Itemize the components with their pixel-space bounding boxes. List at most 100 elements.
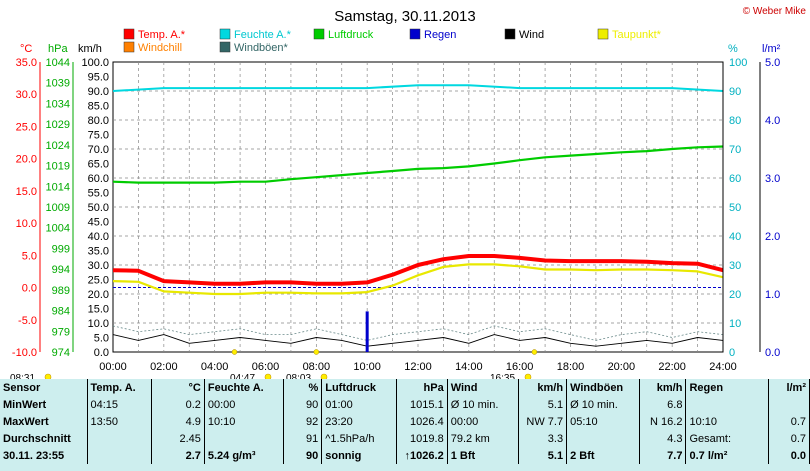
stats-cell: km/h	[518, 379, 568, 396]
stats-cell: Ø 10 min.	[566, 396, 640, 413]
x-tick-label: 08:00	[303, 361, 331, 373]
stats-cell: 01:00	[321, 396, 398, 413]
chart-markers: 08:31 04:47 08:03 16:35	[10, 349, 538, 379]
temp-tick-label: 10.0	[16, 218, 37, 230]
legend-swatch	[409, 28, 421, 40]
stats-cell: N 16.2	[639, 413, 687, 430]
stats-cell: MaxWert	[0, 413, 88, 430]
wind-tick-label: 60.0	[88, 173, 109, 185]
stats-cell: 5.1	[518, 447, 568, 464]
legend-swatch	[313, 28, 325, 40]
stats-cell: 90	[283, 396, 323, 413]
x-tick-label: 12:00	[404, 361, 432, 373]
pressure-tick-label: 1014	[46, 181, 70, 193]
wind-tick-label: 30.0	[88, 260, 109, 272]
chart-axes: 35.0 30.0 25.0 20.0 15.0 10.0 5.0 0.0 -5.0 -10.0 1…	[12, 57, 780, 373]
legend-swatch	[123, 28, 135, 40]
temp-tick-label: 15.0	[16, 186, 37, 198]
humidity-tick-label: 100	[729, 57, 747, 69]
stats-cell	[685, 396, 770, 413]
stats-cell: 0.7	[768, 413, 810, 430]
stats-cell: 13:50	[87, 413, 153, 430]
temp-tick-label: 35.0	[16, 57, 37, 69]
temp-tick-label: -5.0	[18, 315, 37, 327]
stats-cell: Ø 10 min.	[447, 396, 519, 413]
wind-tick-label: 55.0	[88, 188, 109, 200]
temp-unit-label: °C	[20, 43, 32, 55]
stats-cell: 3.3	[518, 430, 568, 447]
humidity-tick-label: 60	[729, 173, 741, 185]
legend-label: Taupunkt*	[612, 29, 662, 41]
legend-swatch	[597, 28, 609, 40]
rain-bar	[365, 311, 369, 352]
x-tick-label: 18:00	[557, 361, 585, 373]
humidity-tick-label: 0	[729, 347, 735, 359]
humidity-tick-label: 50	[729, 202, 741, 214]
rain-unit-label: l/m²	[762, 43, 781, 55]
marker-label: 08:03	[286, 373, 311, 379]
wind-tick-label: 15.0	[88, 304, 109, 316]
x-tick-label: 10:00	[353, 361, 381, 373]
stats-cell: 1 Bft	[447, 447, 519, 464]
rain-tick-label: 0.0	[765, 347, 780, 359]
stats-cell: 10:10	[685, 413, 770, 430]
pressure-tick-label: 1029	[46, 119, 70, 131]
humidity-tick-label: 30	[729, 260, 741, 272]
pressure-unit-label: hPa	[48, 43, 68, 55]
series-wind	[112, 334, 724, 347]
stats-row: 30.11. 23:55 2.7 5.24 g/m³ 90 sonnig ↑1026.2 1…	[0, 447, 810, 464]
stats-row: Durchschnitt 2.45 91 ^1.5hPa/h 1019.8 79.2 km…	[0, 430, 810, 447]
stats-cell: MinWert	[0, 396, 88, 413]
stats-cell: ^1.5hPa/h	[321, 430, 398, 447]
stats-cell: 5.24 g/m³	[204, 447, 284, 464]
stats-cell: 00:00	[447, 413, 519, 430]
stats-cell: 1015.1	[396, 396, 448, 413]
pressure-tick-label: 989	[52, 285, 70, 297]
wind-tick-label: 85.0	[88, 101, 109, 113]
x-tick-label: 04:00	[201, 361, 229, 373]
rain-tick-label: 1.0	[765, 289, 780, 301]
series-luftdruck	[112, 145, 724, 184]
humidity-tick-label: 20	[729, 289, 741, 301]
copyright-label: © Weber Mike	[743, 6, 807, 17]
stats-cell: 7.7	[639, 447, 687, 464]
stats-cell	[566, 430, 640, 447]
wind-tick-label: 70.0	[88, 144, 109, 156]
chart-legend: Temp. A.* Feuchte A.* Luftdruck Regen Wind Ta…	[123, 28, 662, 54]
legend-label: Wind	[519, 29, 544, 41]
stats-cell: 05:10	[566, 413, 640, 430]
stats-cell: Gesamt:	[685, 430, 770, 447]
wind-tick-label: 75.0	[88, 130, 109, 142]
series-taupunkt	[112, 263, 724, 296]
stats-header-row: Sensor Temp. A. °C Feuchte A.% Luftdruck hPa W…	[0, 379, 810, 396]
pressure-tick-label: 1004	[46, 223, 70, 235]
stats-cell: 10:10	[204, 413, 284, 430]
stats-cell: 4.3	[639, 430, 687, 447]
legend-swatch	[504, 28, 516, 40]
x-tick-label: 22:00	[658, 361, 686, 373]
humidity-tick-label: 90	[729, 86, 741, 98]
humidity-tick-label: 80	[729, 115, 741, 127]
temp-tick-label: 5.0	[22, 250, 37, 262]
stats-cell: Feuchte A.	[204, 379, 284, 396]
marker-label: 08:31	[10, 373, 35, 379]
stats-cell	[768, 396, 810, 413]
rain-tick-label: 3.0	[765, 173, 780, 185]
stats-cell: km/h	[639, 379, 687, 396]
stats-cell: 0.7 l/m²	[685, 447, 770, 464]
x-tick-label: 00:00	[99, 361, 127, 373]
stats-cell: hPa	[396, 379, 448, 396]
sun-icon	[320, 373, 328, 379]
stats-cell: 0.0	[768, 447, 810, 464]
x-tick-label: 20:00	[608, 361, 636, 373]
chart-title: Samstag, 30.11.2013	[334, 8, 476, 25]
wind-tick-label: 95.0	[88, 72, 109, 84]
stats-cell: l/m²	[768, 379, 810, 396]
pressure-tick-label: 979	[52, 326, 70, 338]
stats-row: MaxWert 13:50 4.9 10:10 92 23:20 1026.4 00:00 NW…	[0, 413, 810, 430]
pressure-tick-label: 984	[52, 306, 70, 318]
stats-cell: 92	[283, 413, 323, 430]
stats-cell: 2.45	[151, 430, 205, 447]
marker-label: 16:35	[490, 373, 515, 379]
legend-label: Regen	[424, 29, 456, 41]
